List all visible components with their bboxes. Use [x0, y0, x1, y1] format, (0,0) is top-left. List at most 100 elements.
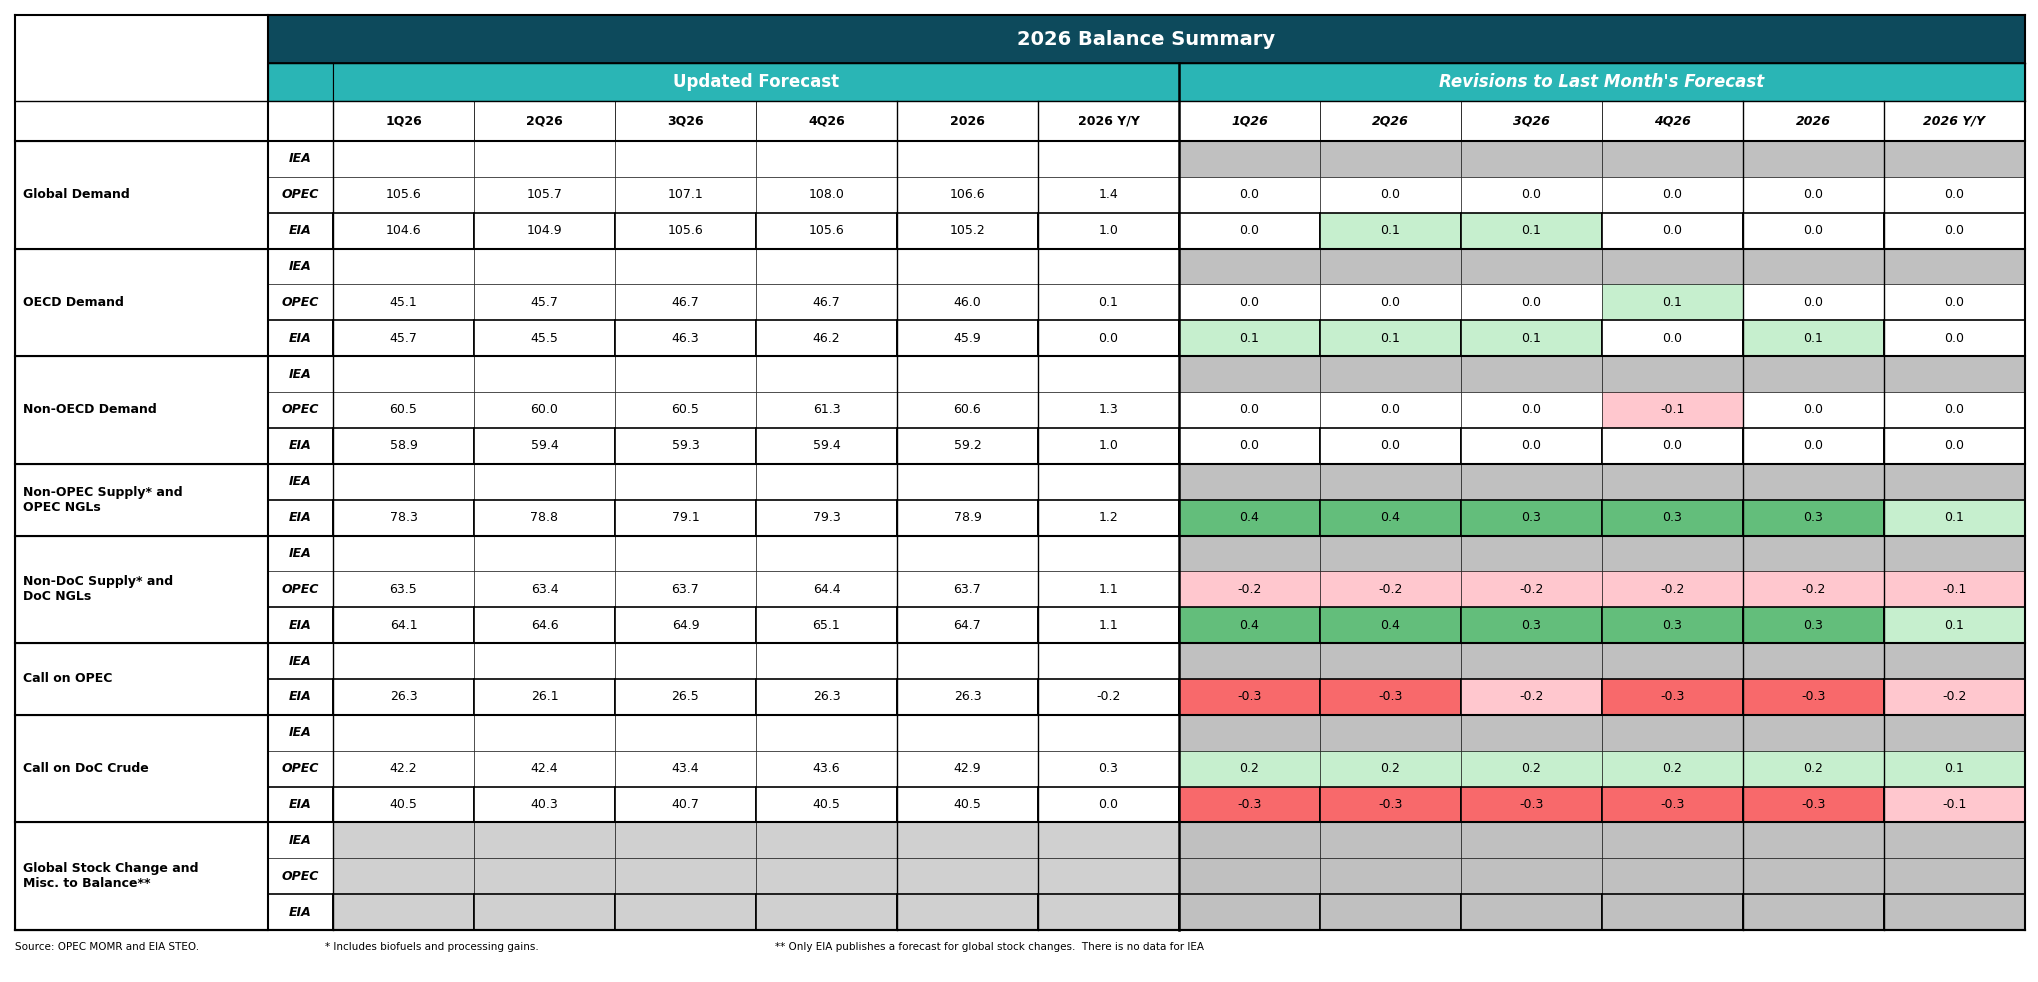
Bar: [1321, 320, 1461, 356]
Bar: [1321, 715, 1461, 750]
Bar: [475, 750, 615, 787]
Bar: [756, 101, 897, 141]
Bar: [897, 320, 1037, 356]
Bar: [475, 428, 615, 464]
Bar: [269, 285, 332, 320]
Bar: [1321, 213, 1461, 248]
Text: 1.1: 1.1: [1098, 582, 1119, 596]
Bar: [1742, 428, 1883, 464]
Text: Global Stock Change and
Misc. to Balance**: Global Stock Change and Misc. to Balance…: [22, 862, 198, 891]
Bar: [332, 715, 475, 750]
Bar: [1461, 285, 1602, 320]
Bar: [475, 356, 615, 392]
Text: 59.2: 59.2: [954, 439, 982, 453]
Text: 106.6: 106.6: [950, 189, 984, 201]
Bar: [615, 787, 756, 822]
Text: 63.5: 63.5: [389, 582, 418, 596]
Text: Revisions to Last Month's Forecast: Revisions to Last Month's Forecast: [1439, 73, 1765, 91]
Text: -0.3: -0.3: [1378, 690, 1402, 703]
Bar: [1742, 392, 1883, 428]
Text: 79.1: 79.1: [673, 511, 699, 524]
Text: 59.3: 59.3: [673, 439, 699, 453]
Bar: [615, 643, 756, 679]
Text: 2Q26: 2Q26: [526, 115, 562, 128]
Bar: [1180, 715, 1321, 750]
Text: 0.0: 0.0: [1239, 189, 1259, 201]
Text: -0.2: -0.2: [1661, 582, 1685, 596]
Bar: [615, 750, 756, 787]
Bar: [1180, 356, 1321, 392]
Bar: [475, 464, 615, 500]
Bar: [269, 895, 332, 930]
Bar: [1742, 101, 1883, 141]
Text: IEA: IEA: [289, 547, 312, 560]
Text: -0.2: -0.2: [1518, 582, 1543, 596]
Bar: [897, 787, 1037, 822]
Text: Updated Forecast: Updated Forecast: [673, 73, 840, 91]
Bar: [1321, 535, 1461, 572]
Bar: [1883, 428, 2026, 464]
Text: 0.0: 0.0: [1239, 404, 1259, 416]
Text: 0.2: 0.2: [1804, 762, 1824, 775]
Bar: [269, 535, 332, 572]
Bar: [1461, 535, 1602, 572]
Bar: [14, 63, 269, 101]
Bar: [1180, 535, 1321, 572]
Text: 0.1: 0.1: [1944, 511, 1965, 524]
Bar: [1037, 535, 1180, 572]
Bar: [269, 787, 332, 822]
Bar: [1602, 822, 1742, 858]
Bar: [756, 535, 897, 572]
Text: 26.3: 26.3: [389, 690, 418, 703]
Text: 3Q26: 3Q26: [1512, 115, 1551, 128]
Bar: [1883, 535, 2026, 572]
Bar: [14, 535, 269, 643]
Bar: [756, 715, 897, 750]
Bar: [897, 101, 1037, 141]
Text: 64.6: 64.6: [530, 619, 558, 631]
Bar: [1461, 750, 1602, 787]
Bar: [1180, 572, 1321, 607]
Bar: [14, 141, 269, 248]
Text: 0.0: 0.0: [1098, 332, 1119, 345]
Text: 40.5: 40.5: [954, 798, 982, 811]
Bar: [1461, 822, 1602, 858]
Bar: [1461, 177, 1602, 213]
Text: 63.7: 63.7: [954, 582, 982, 596]
Bar: [615, 213, 756, 248]
Bar: [1602, 607, 1742, 643]
Bar: [756, 607, 897, 643]
Bar: [1883, 895, 2026, 930]
Bar: [1742, 356, 1883, 392]
Text: 0.0: 0.0: [1380, 439, 1400, 453]
Bar: [1742, 285, 1883, 320]
Text: -0.2: -0.2: [1802, 582, 1826, 596]
Bar: [1742, 643, 1883, 679]
Bar: [1461, 356, 1602, 392]
Text: 64.9: 64.9: [673, 619, 699, 631]
Bar: [897, 535, 1037, 572]
Bar: [1461, 572, 1602, 607]
Bar: [756, 500, 897, 535]
Bar: [332, 643, 475, 679]
Bar: [14, 101, 269, 141]
Text: 0.0: 0.0: [1804, 224, 1824, 238]
Text: 0.0: 0.0: [1522, 404, 1541, 416]
Bar: [1461, 141, 1602, 177]
Text: 45.5: 45.5: [530, 332, 558, 345]
Text: Non-DoC Supply* and
DoC NGLs: Non-DoC Supply* and DoC NGLs: [22, 575, 173, 603]
Bar: [1883, 822, 2026, 858]
Bar: [475, 392, 615, 428]
Bar: [615, 177, 756, 213]
Text: OECD Demand: OECD Demand: [22, 296, 124, 309]
Bar: [1602, 248, 1742, 285]
Text: -0.3: -0.3: [1237, 798, 1262, 811]
Bar: [475, 715, 615, 750]
Bar: [332, 822, 475, 858]
Bar: [1461, 715, 1602, 750]
Text: 4Q26: 4Q26: [1655, 115, 1692, 128]
Bar: [1602, 356, 1742, 392]
Text: 63.7: 63.7: [673, 582, 699, 596]
Text: 4Q26: 4Q26: [809, 115, 846, 128]
Bar: [475, 248, 615, 285]
